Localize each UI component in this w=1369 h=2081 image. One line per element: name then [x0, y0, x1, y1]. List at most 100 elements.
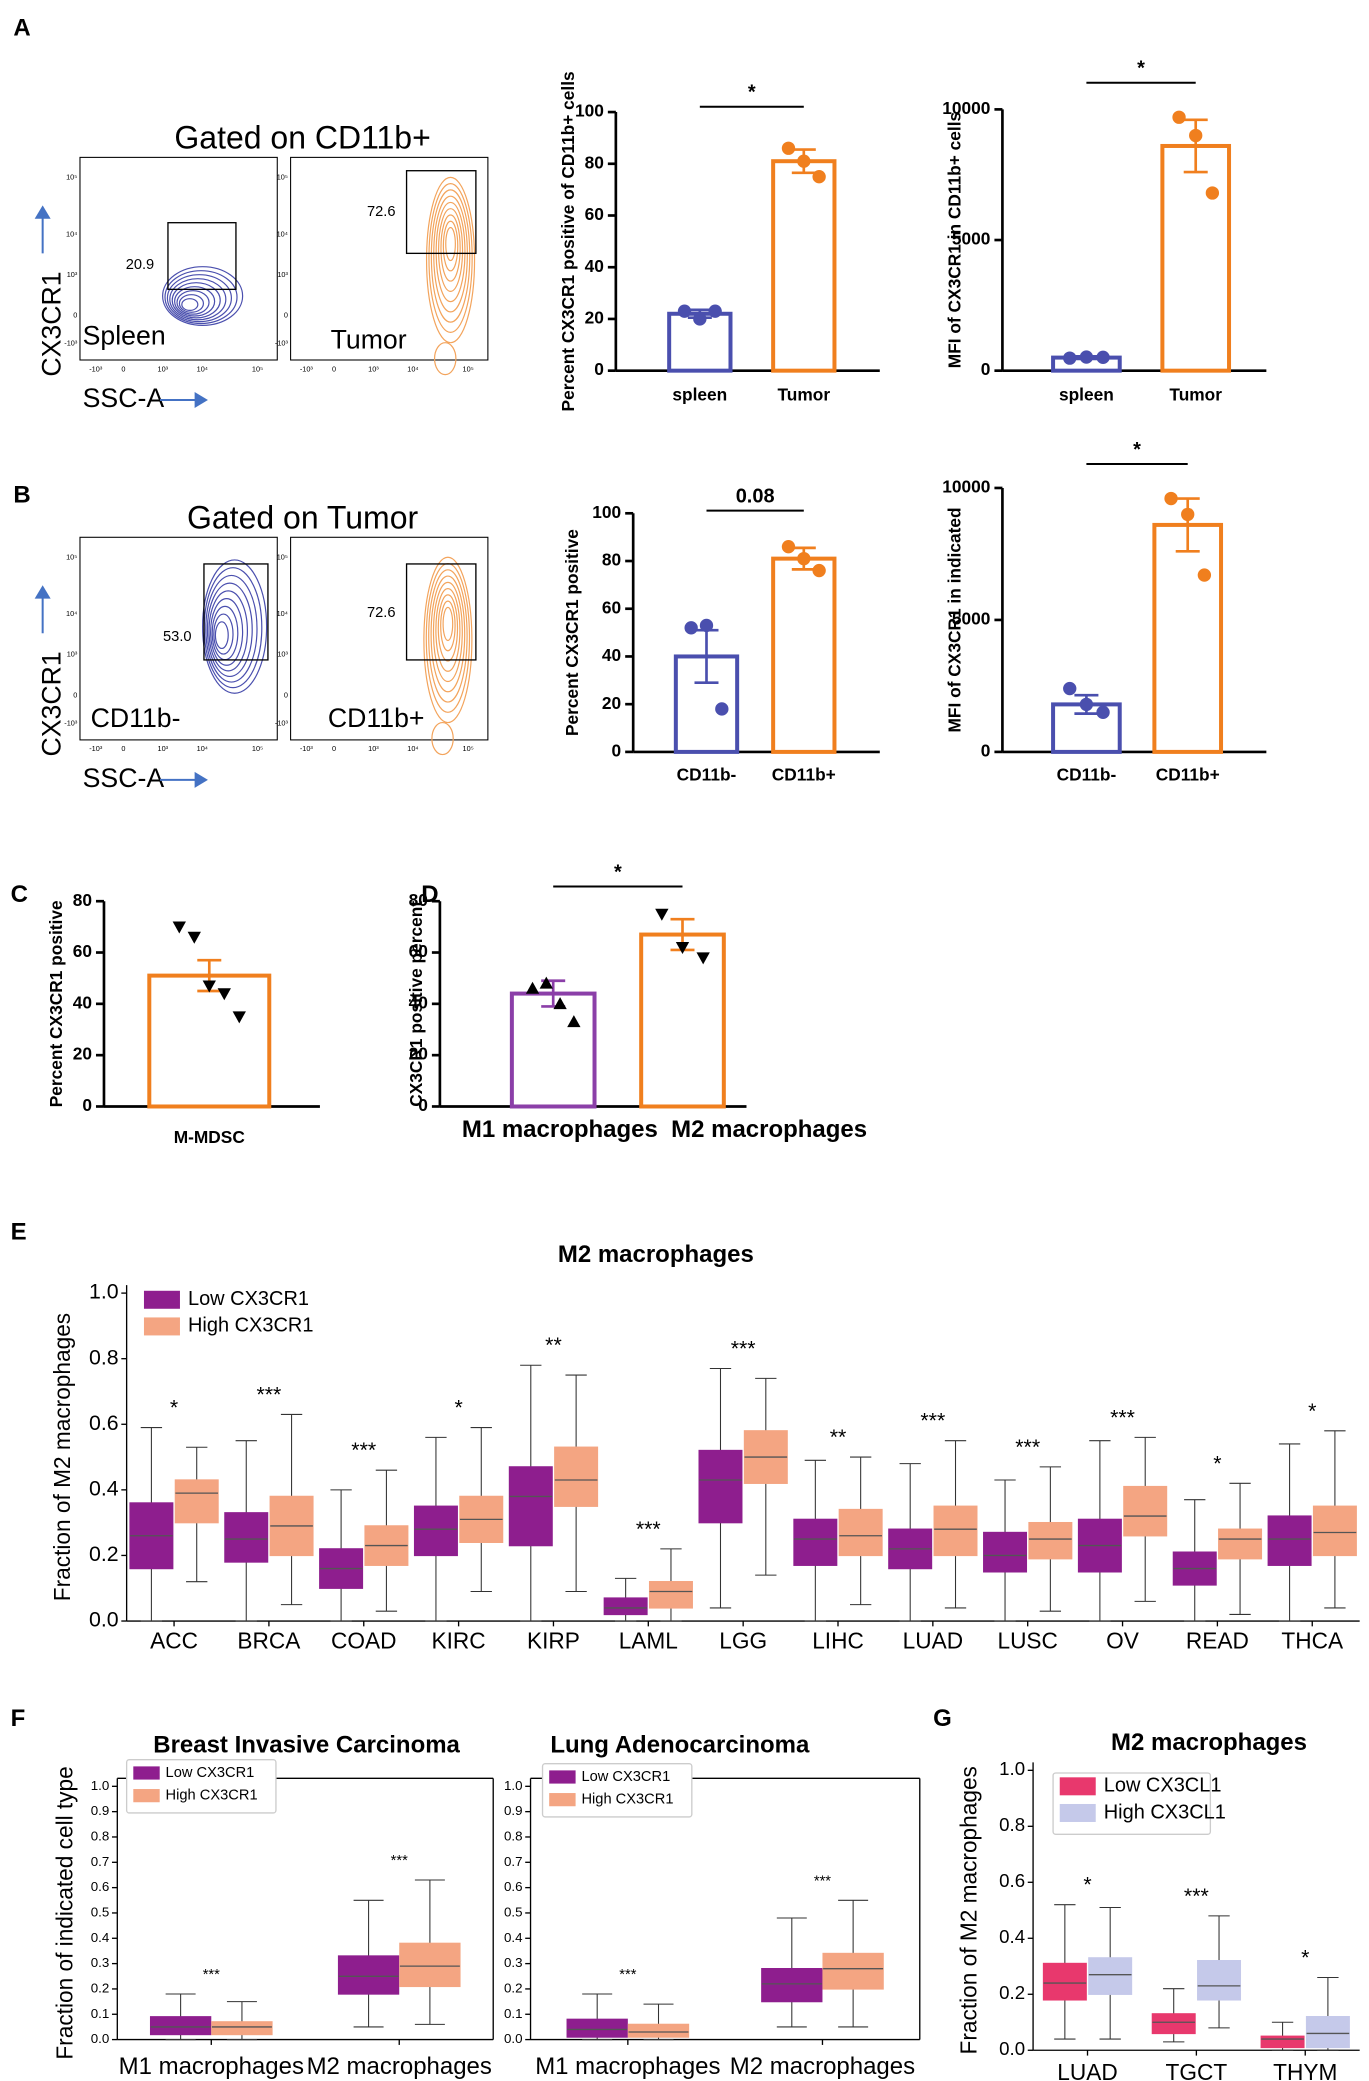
contour [440, 600, 456, 652]
x-tick-label: CD11b+ [1156, 764, 1220, 784]
significance-label: * [1213, 1451, 1221, 1475]
y-axis-label: MFI of CX3CR1 in indicated [944, 507, 964, 732]
y-axis-label: Percent CX3CR1 positive [562, 529, 582, 736]
data-point [715, 702, 729, 716]
gate-value: 72.6 [367, 605, 396, 621]
contour [428, 183, 473, 334]
box [761, 1968, 823, 2003]
data-point [1164, 491, 1178, 506]
x-tick-label: TGCT [1166, 2059, 1228, 2081]
y-axis-label: Fraction of M2 macrophages [49, 1313, 75, 1601]
flow-plot-frame [290, 156, 489, 361]
contour [181, 298, 199, 312]
significance-label: * [1137, 58, 1145, 80]
bar [771, 556, 837, 754]
y-tick-label: 5000 [952, 229, 991, 249]
y-tick-label: 20 [73, 1044, 92, 1064]
y-tick-label: 60 [73, 941, 92, 961]
legend-swatch [133, 1789, 160, 1803]
x-tick-label: COAD [331, 1627, 396, 1653]
box [603, 1597, 648, 1616]
y-tick-label: 20 [409, 1044, 428, 1064]
x-axis-label: SSC-A [83, 763, 165, 793]
x-tick-label: M2 macrophages [307, 2053, 492, 2080]
bar [771, 159, 837, 373]
x-tick-label: 10⁴ [407, 364, 418, 373]
population-label: Spleen [83, 320, 166, 350]
contour [440, 214, 461, 282]
box [1260, 2035, 1305, 2049]
legend-frame [541, 1762, 693, 1818]
gate-value: 53.0 [163, 629, 192, 645]
significance-label: *** [619, 1967, 636, 1983]
box [1218, 1528, 1263, 1560]
data-point [567, 1015, 581, 1028]
legend-swatch [1059, 1803, 1096, 1822]
contour [214, 621, 229, 650]
y-tick-label: 0 [284, 310, 288, 319]
y-tick-label: 1.0 [504, 1778, 523, 1793]
y-tick-label: 0.2 [504, 1980, 523, 1995]
data-point [677, 304, 692, 318]
contour [162, 266, 244, 326]
data-point [525, 981, 540, 994]
panel-label: A [13, 15, 30, 42]
arrow-head [194, 771, 208, 788]
y-axis-label: Percent CX3CR1 positive of CD11b+ cells [558, 71, 578, 411]
flow-plot-frame [79, 156, 278, 361]
y-tick-label: 0.4 [89, 1476, 119, 1500]
box [1151, 2013, 1196, 2035]
significance-label: *** [351, 1438, 376, 1462]
y-tick-label: 0.0 [91, 2031, 110, 2046]
box [413, 1505, 458, 1557]
y-tick-label: 0.3 [91, 1955, 110, 1970]
box [174, 1479, 219, 1524]
significance-label: * [454, 1396, 462, 1420]
box [1312, 1505, 1357, 1557]
x-tick-label: OV [1106, 1627, 1140, 1653]
y-axis-label: CX3CR1 [36, 651, 66, 756]
significance-label: *** [636, 1517, 661, 1541]
gate-value: 20.9 [126, 257, 155, 273]
x-axis-label: SSC-A [83, 383, 165, 413]
contour [205, 574, 258, 683]
x-tick-label: 10⁵ [463, 364, 474, 373]
contour [208, 590, 249, 672]
x-tick-label: -10³ [89, 744, 103, 753]
significance-label: *** [203, 1967, 220, 1983]
y-tick-label: 10⁵ [277, 173, 288, 182]
contour [178, 294, 205, 313]
population-label: CD11b+ [328, 703, 425, 733]
population-label: Tumor [331, 324, 407, 354]
legend-label: Low CX3CR1 [166, 1765, 255, 1781]
population-label: CD11b- [91, 703, 181, 733]
y-tick-label: 10⁴ [277, 229, 288, 238]
y-tick-label: 10⁴ [66, 229, 77, 238]
y-tick-label: 10000 [942, 477, 990, 497]
arrow-head [34, 585, 51, 599]
x-tick-label: READ [1186, 1627, 1249, 1653]
flow-plot-frame [290, 536, 489, 741]
y-tick-label: 80 [409, 890, 428, 910]
y-tick-label: 10³ [277, 650, 288, 659]
y-tick-label: -10³ [275, 719, 289, 728]
y-tick-label: 20 [585, 308, 604, 328]
box [822, 1952, 884, 1990]
contour [164, 270, 238, 325]
x-tick-label: 10⁴ [197, 744, 208, 753]
data-point [696, 952, 710, 965]
gate [405, 563, 477, 661]
y-tick-label: 60 [602, 597, 621, 617]
contour [445, 226, 456, 262]
data-point [187, 931, 201, 944]
significance-label: *** [1184, 1884, 1209, 1908]
significance-label: *** [920, 1409, 945, 1433]
contour [432, 581, 463, 683]
legend-label: Low CX3CR1 [188, 1288, 309, 1310]
box [983, 1531, 1028, 1573]
y-tick-label: 10³ [67, 650, 78, 659]
box [224, 1512, 269, 1563]
y-tick-label: 100 [592, 502, 621, 522]
